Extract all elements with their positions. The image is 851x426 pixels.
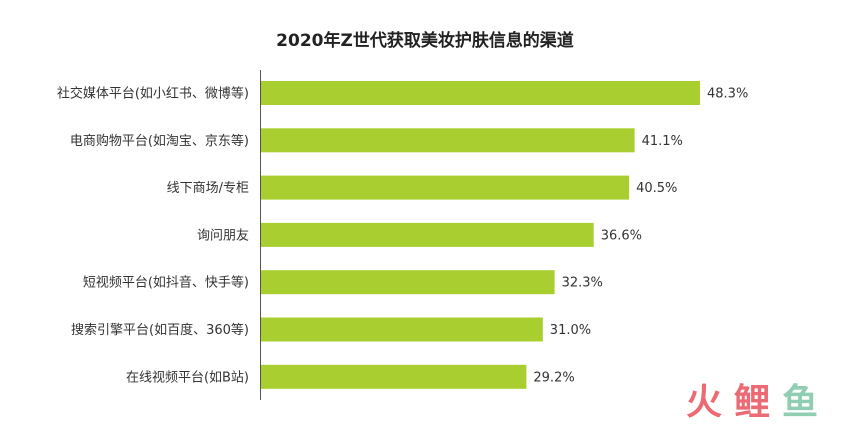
value-label: 31.0% bbox=[550, 323, 591, 338]
watermark-glyph: 火 bbox=[686, 382, 724, 423]
category-label: 电商购物平台(如淘宝、京东等) bbox=[70, 133, 249, 149]
bar bbox=[261, 81, 700, 105]
bar bbox=[261, 222, 594, 247]
bars-layer: 社交媒体平台(如小红书、微博等) 48.3% 电商购物平台(如淘宝、京东等) 41.1… bbox=[57, 81, 748, 389]
watermark-glyph: 鱼 bbox=[782, 382, 820, 423]
category-label: 在线视频平台(如B站) bbox=[126, 369, 249, 385]
value-label: 41.1% bbox=[642, 134, 683, 149]
bar bbox=[261, 364, 527, 389]
category-label: 社交媒体平台(如小红书、微博等) bbox=[57, 86, 249, 102]
value-label: 32.3% bbox=[562, 276, 603, 291]
category-label: 搜索引擎平台(如百度、360等) bbox=[71, 322, 249, 338]
bar bbox=[261, 317, 543, 342]
category-label: 短视频平台(如抖音、快手等) bbox=[83, 275, 249, 291]
bar bbox=[261, 128, 635, 153]
value-label: 40.5% bbox=[636, 181, 677, 196]
category-label: 线下商场/专柜 bbox=[167, 181, 249, 196]
value-label: 36.6% bbox=[601, 228, 642, 243]
category-label: 询问朋友 bbox=[197, 227, 249, 243]
value-label: 29.2% bbox=[533, 370, 574, 385]
watermark-glyph: 鲤 bbox=[734, 382, 772, 423]
brand-watermark-logo: 火鲤鱼 bbox=[686, 382, 820, 423]
chart-title: 2020年Z世代获取美妆护肤信息的渠道 bbox=[276, 30, 574, 51]
bar bbox=[261, 270, 555, 295]
bar bbox=[261, 175, 630, 200]
value-label: 48.3% bbox=[707, 87, 748, 102]
